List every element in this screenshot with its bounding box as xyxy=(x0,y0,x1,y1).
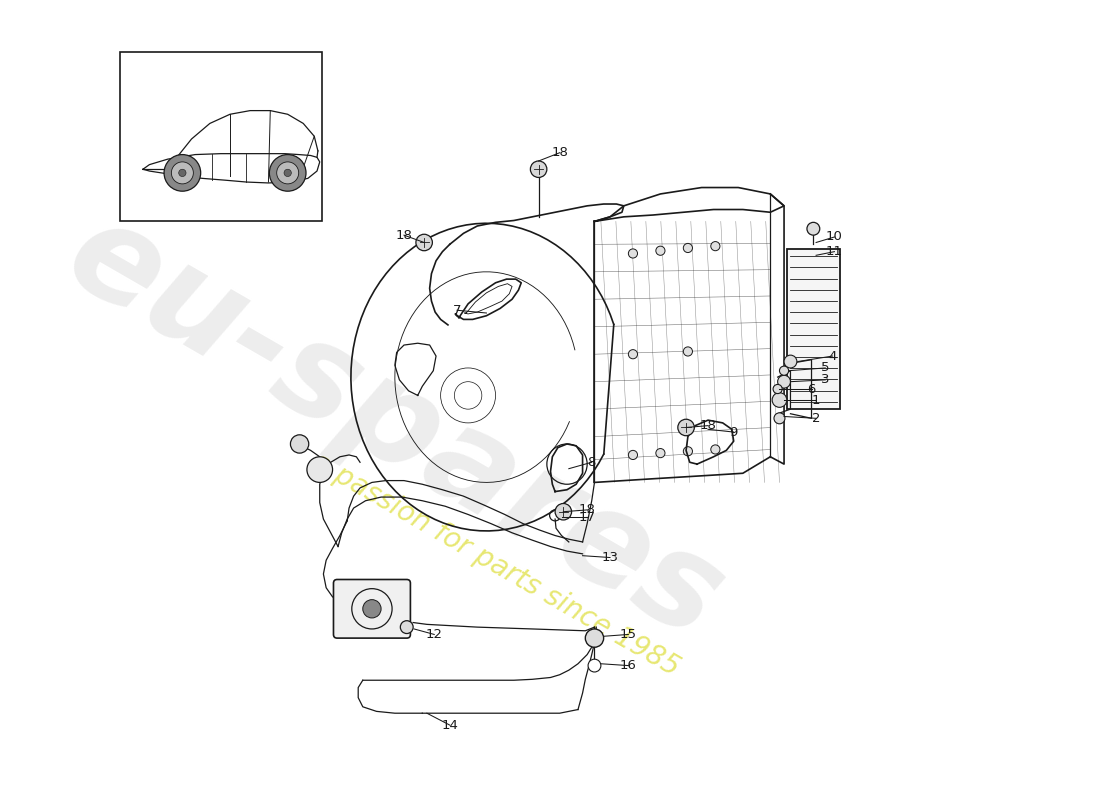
Circle shape xyxy=(290,435,309,453)
Circle shape xyxy=(711,445,719,454)
Text: 2: 2 xyxy=(812,412,821,425)
Text: 7: 7 xyxy=(453,304,461,317)
Text: 13: 13 xyxy=(602,551,618,564)
Text: eu-spares: eu-spares xyxy=(45,189,745,666)
Circle shape xyxy=(784,355,796,368)
Text: 5: 5 xyxy=(821,362,829,374)
Text: 18: 18 xyxy=(579,503,595,516)
Text: 17: 17 xyxy=(579,510,596,524)
Text: 18: 18 xyxy=(551,146,568,159)
Text: 3: 3 xyxy=(821,374,829,386)
Text: 11: 11 xyxy=(826,245,843,258)
Circle shape xyxy=(530,161,547,178)
Circle shape xyxy=(270,154,306,191)
Circle shape xyxy=(277,162,299,184)
Text: 9: 9 xyxy=(729,426,738,438)
Circle shape xyxy=(773,385,782,394)
Text: 12: 12 xyxy=(426,628,442,641)
Circle shape xyxy=(711,242,719,250)
Circle shape xyxy=(178,170,186,177)
Circle shape xyxy=(400,621,414,634)
Text: 1: 1 xyxy=(812,394,821,406)
Text: 8: 8 xyxy=(587,456,596,469)
Circle shape xyxy=(656,246,666,255)
Circle shape xyxy=(172,162,194,184)
Text: 10: 10 xyxy=(826,230,843,243)
Circle shape xyxy=(780,366,789,375)
Circle shape xyxy=(656,449,666,458)
Circle shape xyxy=(363,600,381,618)
Circle shape xyxy=(678,419,694,436)
Circle shape xyxy=(556,503,572,520)
Bar xyxy=(120,52,321,222)
Circle shape xyxy=(683,347,693,356)
Circle shape xyxy=(683,243,693,253)
Circle shape xyxy=(807,222,820,235)
FancyBboxPatch shape xyxy=(333,579,410,638)
Circle shape xyxy=(416,234,432,250)
Text: 4: 4 xyxy=(828,350,837,362)
Circle shape xyxy=(774,413,785,424)
Bar xyxy=(786,249,840,409)
Circle shape xyxy=(585,629,604,647)
Circle shape xyxy=(778,375,791,388)
Circle shape xyxy=(588,659,601,672)
Circle shape xyxy=(628,450,638,459)
Text: 15: 15 xyxy=(620,628,637,641)
Circle shape xyxy=(772,393,786,407)
Text: 18: 18 xyxy=(700,419,716,432)
Text: 14: 14 xyxy=(441,718,459,732)
Text: a passion for parts since 1985: a passion for parts since 1985 xyxy=(307,448,684,682)
Circle shape xyxy=(164,154,200,191)
Text: 18: 18 xyxy=(396,229,412,242)
Circle shape xyxy=(284,170,292,177)
Text: 16: 16 xyxy=(620,659,637,672)
Circle shape xyxy=(628,350,638,358)
Circle shape xyxy=(628,249,638,258)
Circle shape xyxy=(307,457,332,482)
Circle shape xyxy=(683,446,693,456)
Text: 6: 6 xyxy=(807,382,816,395)
